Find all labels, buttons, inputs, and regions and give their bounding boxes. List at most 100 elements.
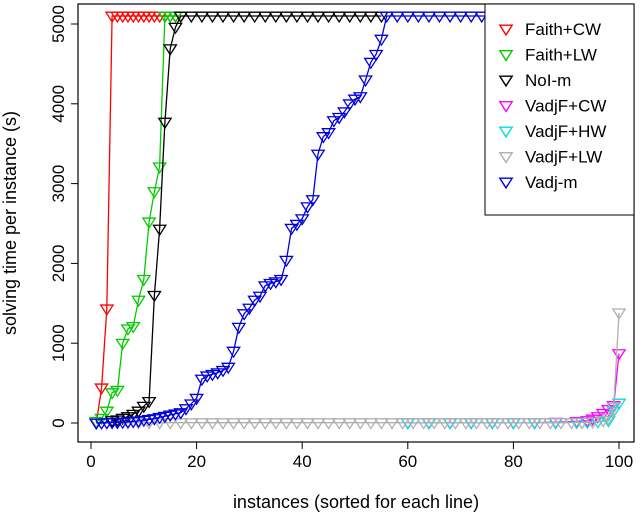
data-point <box>157 117 173 130</box>
legend-label: Vadj-m <box>525 173 578 192</box>
data-point <box>247 295 263 308</box>
data-point <box>374 34 389 47</box>
data-point <box>226 346 241 359</box>
data-point <box>220 362 236 375</box>
y-tick-label: 0 <box>49 418 68 427</box>
legend: Faith+CW Faith+LW NoI-m VadjF+CW VadjF+HW Vad… <box>484 3 635 216</box>
y-tick-label: 4000 <box>49 85 68 123</box>
data-point <box>215 418 231 430</box>
data-point <box>131 295 146 308</box>
data-point <box>363 11 379 24</box>
data-point <box>389 11 405 24</box>
data-point <box>479 418 495 430</box>
data-point <box>173 418 189 430</box>
x-tick-label: 100 <box>605 452 633 471</box>
legend-label: VadjF+LW <box>525 148 602 167</box>
data-point <box>146 290 162 303</box>
plot-lines <box>88 11 627 431</box>
series-line <box>407 353 620 424</box>
legend-marker <box>498 100 514 113</box>
data-point <box>294 214 310 226</box>
data-point <box>268 418 284 430</box>
data-point <box>511 418 527 430</box>
data-point <box>289 11 305 24</box>
data-point <box>352 11 368 24</box>
legend-marker <box>498 177 514 190</box>
data-point <box>447 418 463 430</box>
plot-frame <box>77 3 635 443</box>
data-point <box>168 22 183 35</box>
data-point <box>136 274 152 287</box>
y-axis-title: solving time per instance (s) <box>0 111 20 335</box>
series-faith-cw <box>88 11 189 431</box>
data-point <box>363 57 379 70</box>
series-noi-m <box>104 11 389 428</box>
data-point <box>358 75 373 87</box>
data-point <box>352 92 368 104</box>
legend-label: Faith+LW <box>525 46 597 65</box>
data-point <box>273 274 289 287</box>
data-point <box>278 255 294 268</box>
data-point <box>437 418 453 430</box>
data-point <box>162 44 178 56</box>
data-point <box>321 11 336 24</box>
data-point <box>342 11 358 24</box>
data-point <box>247 11 263 24</box>
legend-label: VadjF+CW <box>525 97 606 116</box>
data-point <box>231 322 247 335</box>
data-point <box>173 408 189 420</box>
data-point <box>141 217 157 230</box>
data-point <box>542 418 558 430</box>
data-point <box>205 418 220 430</box>
series-vadjf-cw <box>400 349 627 430</box>
data-point <box>125 409 141 422</box>
data-point <box>601 413 616 426</box>
data-point <box>400 11 416 24</box>
data-point <box>252 291 268 304</box>
x-tick-label: 0 <box>86 452 95 471</box>
data-point <box>379 11 395 24</box>
data-point <box>342 99 358 111</box>
data-point <box>331 418 347 430</box>
data-point <box>300 202 315 214</box>
data-point <box>458 418 474 430</box>
data-point <box>99 304 115 316</box>
data-point <box>585 417 600 430</box>
data-point <box>300 418 315 430</box>
data-point <box>315 132 331 144</box>
data-point <box>125 321 141 334</box>
data-point <box>606 402 622 415</box>
data-point <box>194 11 210 24</box>
series-line <box>96 312 620 424</box>
data-point <box>226 11 241 24</box>
data-point <box>236 418 252 430</box>
data-point <box>183 399 199 411</box>
y-axis: 0 1000 2000 3000 4000 5000 <box>49 5 78 428</box>
data-point <box>331 11 347 24</box>
data-point <box>268 11 284 24</box>
data-point <box>421 11 437 24</box>
data-point <box>310 149 326 162</box>
data-point <box>500 418 516 430</box>
data-point <box>426 418 442 430</box>
data-point <box>310 11 326 24</box>
legend-box <box>484 3 635 216</box>
data-point <box>178 404 194 416</box>
data-point <box>337 107 352 119</box>
data-point <box>384 418 400 430</box>
data-point <box>226 418 241 430</box>
x-axis: 0 20 40 60 80 100 <box>86 442 633 471</box>
data-point <box>405 418 421 430</box>
legend-marker <box>498 49 514 62</box>
data-point <box>321 418 336 430</box>
y-tick-label: 1000 <box>49 324 68 362</box>
data-point <box>278 418 294 430</box>
data-point <box>183 418 199 430</box>
data-point <box>189 393 204 406</box>
data-point <box>326 116 342 128</box>
data-point <box>257 11 273 24</box>
data-point <box>395 418 410 430</box>
y-tick-label: 2000 <box>49 244 68 282</box>
data-point <box>490 418 505 430</box>
data-point <box>321 128 336 140</box>
